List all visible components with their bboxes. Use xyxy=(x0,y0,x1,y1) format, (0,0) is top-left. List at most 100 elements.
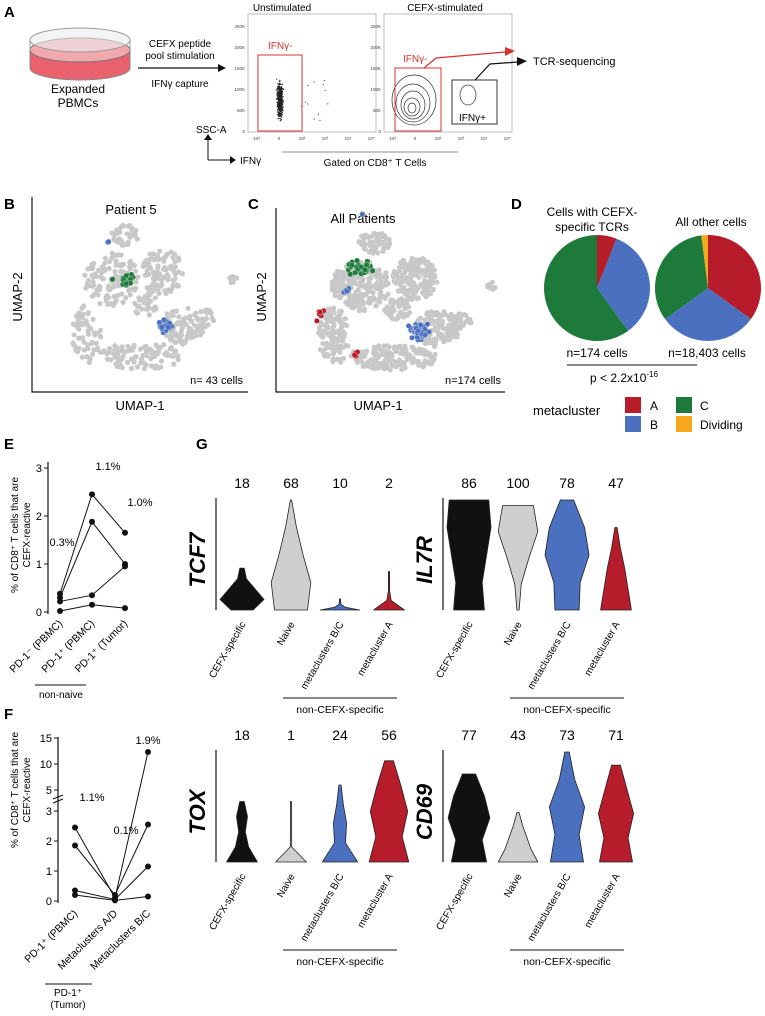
flow-event xyxy=(277,85,279,87)
flow-event xyxy=(278,105,280,107)
flow-event xyxy=(277,89,279,91)
flow-y-tick: 50K xyxy=(237,108,245,113)
umap-background-cell xyxy=(448,311,454,318)
legend-swatch-b xyxy=(625,416,641,432)
violin-panel-cd69: CD69 77 CEFX-specific 43 Naive 73 metaclusters… xyxy=(412,727,634,968)
pie1-title-1: Cells with CEFX- xyxy=(547,205,638,219)
umap-background-cell xyxy=(78,335,84,341)
umap-background-cell xyxy=(169,336,175,342)
flow-event xyxy=(280,111,282,113)
gate-ifng-neg-1 xyxy=(257,54,303,132)
legend-label-a: A xyxy=(650,399,658,413)
flow-plot-1-title: Unstimulated xyxy=(253,3,311,14)
violin-metacluster-a xyxy=(600,527,632,611)
umap-background-cell xyxy=(147,251,153,257)
umap-background-cell xyxy=(85,277,91,283)
pie-slice-b xyxy=(597,238,650,331)
umap-background-cell xyxy=(75,318,81,324)
flow-plot-2-axes: 250K 200K 150K 100K 50K 0 -10² 0 10² 10³ 10⁴ 10⁵ xyxy=(370,24,510,141)
dish-label-2: PBMCs xyxy=(58,96,99,110)
umap-background-cell xyxy=(376,343,382,349)
umap-background-cell xyxy=(92,332,98,338)
flow-event xyxy=(282,101,284,103)
umap-c-xlabel: UMAP-1 xyxy=(353,398,402,413)
umap-cefx-cell xyxy=(415,327,421,334)
flow-event xyxy=(279,86,281,88)
flow-y-tick: 150K xyxy=(370,66,381,71)
umap-background-cell xyxy=(370,290,376,296)
umap-background-cell xyxy=(422,260,429,266)
umap-background-cell xyxy=(378,361,385,367)
umap-background-cell xyxy=(330,328,336,334)
umap-cefx-cell xyxy=(344,288,350,295)
umap-background-cell xyxy=(162,265,168,271)
flow-plot-1-events xyxy=(276,78,329,122)
y-tick-label: 0 xyxy=(46,896,52,908)
umap-background-cell xyxy=(393,280,399,286)
series-point xyxy=(112,892,118,898)
flow-event xyxy=(280,104,282,106)
umap-background-cell xyxy=(134,309,140,316)
umap-background-cell xyxy=(154,253,160,259)
plot-e-group-label: non-naive xyxy=(39,690,83,701)
violin-naive xyxy=(497,812,539,863)
umap-background-cell xyxy=(89,351,96,357)
umap-background-cell xyxy=(118,252,124,258)
umap-background-cell xyxy=(439,335,445,341)
umap-background-cell xyxy=(427,338,433,344)
umap-background-cell xyxy=(362,246,368,252)
series-point xyxy=(72,887,78,894)
umap-background-cell xyxy=(396,268,403,274)
violin-percent: 24 xyxy=(332,727,348,743)
median-label: 1.0% xyxy=(127,497,152,509)
umap-background-cell xyxy=(427,290,433,296)
umap-background-cell xyxy=(110,284,117,290)
umap-background-cell xyxy=(393,316,399,322)
flow-event xyxy=(281,110,283,112)
umap-background-cell xyxy=(395,274,401,280)
umap-background-cell xyxy=(176,321,182,327)
flow-event xyxy=(277,118,279,120)
flow-event xyxy=(280,91,282,93)
violin-panel-tcf7: TCF7 18 CEFX-specific 68 Naive 10 metaclusters… xyxy=(185,475,405,716)
flow-event xyxy=(281,109,283,111)
umap-background-cell xyxy=(380,246,386,252)
series-line xyxy=(74,894,149,901)
plot-f-ylabel-1: % of CD8⁺ T cells that are xyxy=(10,732,21,849)
violin-category-label: Naive xyxy=(502,620,525,648)
umap-background-cell xyxy=(414,295,420,301)
umap-background-cell xyxy=(131,359,137,365)
umap-cefx-cell xyxy=(352,269,359,276)
umap-background-cell xyxy=(141,366,147,372)
umap-background-cell xyxy=(127,222,133,229)
umap-background-cell xyxy=(334,343,340,350)
umap-background-cell xyxy=(385,291,391,297)
umap-background-cell xyxy=(94,287,100,293)
umap-background-cell xyxy=(359,282,365,288)
umap-background-cell xyxy=(228,274,235,280)
umap-cefx-cell xyxy=(347,271,354,278)
umap-cefx-cell xyxy=(354,257,360,264)
violin-percent: 43 xyxy=(510,727,526,743)
umap-background-cell xyxy=(113,298,119,304)
violin-category-label: Naive xyxy=(275,872,298,900)
gate-ifng-pos xyxy=(451,79,498,125)
flow-event xyxy=(276,94,279,96)
gene-label: TCF7 xyxy=(185,531,210,588)
plot-e-ylabel-1: % of CD8⁺ T cells that are xyxy=(10,477,21,594)
umap-background-cell xyxy=(118,269,124,275)
flow-y-tick: 100K xyxy=(234,87,245,92)
flow-y-tick: 50K xyxy=(373,108,381,113)
tcr-arrow-black xyxy=(474,61,519,81)
arrow-label-1: CEFX peptide xyxy=(149,39,212,50)
umap-b-scatter xyxy=(70,222,240,372)
umap-background-cell xyxy=(114,345,120,351)
umap-background-cell xyxy=(401,362,407,369)
flow-event xyxy=(278,100,281,102)
umap-background-cell xyxy=(411,260,417,266)
flow-plot-2-frame xyxy=(383,13,513,133)
umap-background-cell xyxy=(164,350,170,356)
flow-event xyxy=(281,90,284,92)
umap-background-cell xyxy=(445,325,451,331)
umap-background-cell xyxy=(146,312,152,318)
